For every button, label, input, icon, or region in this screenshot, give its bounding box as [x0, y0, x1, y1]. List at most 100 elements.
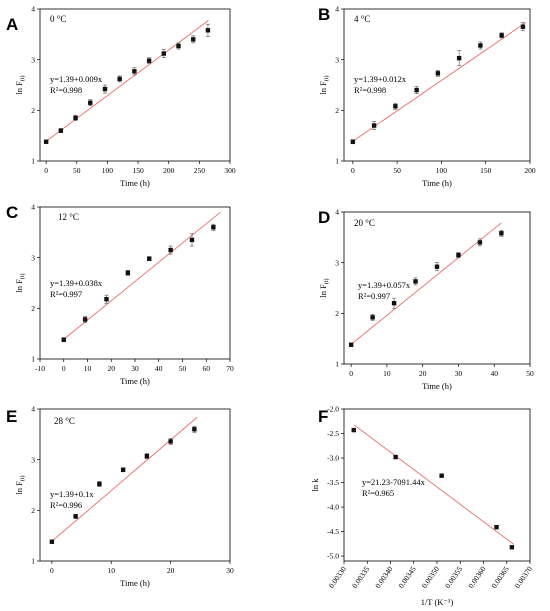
data-point [120, 467, 126, 472]
x-tick-label: 0.00370 [513, 565, 534, 590]
x-tick-label: 150 [480, 166, 492, 175]
fit-line [63, 211, 221, 340]
x-tick-label: 250 [194, 166, 206, 175]
y-axis-label-sub: (t) [19, 75, 26, 81]
data-point [391, 301, 397, 306]
x-tick-label: 50 [393, 166, 401, 175]
x-axis-label: Time (h) [120, 578, 150, 588]
data-point [82, 317, 88, 322]
x-tick-label: 0 [349, 369, 353, 378]
data-point [509, 545, 515, 550]
x-tick-label: -10 [35, 364, 45, 373]
x-tick-label: 100 [102, 166, 114, 175]
fit-r2: R²=0.998 [50, 85, 82, 95]
x-tick-label: 0.00335 [350, 565, 371, 590]
data-point [144, 453, 150, 459]
y-tick-label: -3.5 [327, 478, 339, 487]
y-tick-label: 2 [31, 106, 35, 115]
fit-line [352, 22, 526, 142]
fit-line [51, 416, 198, 542]
y-tick-label: -5.0 [327, 552, 339, 561]
x-tick-label: 40 [490, 369, 498, 378]
x-axis-label: 1/T (K⁻¹) [421, 597, 454, 607]
x-tick-label: 70 [226, 364, 234, 373]
data-point [351, 427, 356, 433]
data-point [211, 225, 216, 230]
x-axis-label: Time (h) [120, 178, 150, 188]
fit-line [353, 424, 514, 545]
x-tick-label: 30 [226, 566, 234, 575]
x-tick-label: 50 [179, 364, 187, 373]
y-axis-label-main: ln F [14, 81, 24, 95]
x-tick-label: 0.00330 [327, 565, 348, 590]
temperature-label: 4 °C [354, 14, 370, 24]
y-axis-label: ln k [310, 478, 320, 492]
data-point [350, 139, 356, 144]
data-point [192, 427, 197, 432]
data-point [97, 481, 102, 487]
fit-equation: y=1.39+0.057x [358, 280, 411, 290]
panel-letter: C [6, 203, 18, 222]
data-point [168, 439, 173, 444]
plot-frame [343, 8, 531, 162]
y-axis-label-main: ln F [14, 481, 24, 495]
data-point [435, 71, 441, 76]
x-tick-label: 300 [224, 166, 236, 175]
x-tick-label: 0 [44, 166, 48, 175]
plot-frame [39, 408, 231, 562]
x-tick-label: 0 [50, 566, 54, 575]
data-point [477, 240, 483, 245]
fit-r2: R²=0.965 [362, 488, 394, 498]
panel-a: A 0 50 100 150 200 250 300 1 2 3 4 ln F(t) Time (h) 0 … [6, 5, 236, 188]
fit-equation: y=1.39+0.012x [354, 74, 407, 84]
data-point [161, 51, 167, 56]
y-tick-label: 4 [335, 5, 339, 14]
y-tick-label: 3 [31, 55, 35, 64]
data-point [494, 524, 499, 530]
data-point [117, 76, 122, 82]
data-point [191, 37, 196, 42]
y-axis-label-sub: (t) [19, 273, 26, 279]
x-tick-label: 30 [131, 364, 139, 373]
data-point [348, 342, 354, 347]
y-tick-label: -2.5 [327, 429, 339, 438]
y-axis-label-main: ln F [318, 81, 328, 95]
x-tick-label: 0 [62, 364, 66, 373]
y-tick-label: 3 [31, 455, 35, 464]
panel-b: B 0 50 100 150 200 1 2 3 4 ln F(t) Time (h) 4 °C y=1.… [318, 5, 536, 188]
y-tick-label: 1 [335, 360, 339, 369]
x-tick-label: 10 [108, 566, 116, 575]
y-axis-label-sub: (t) [323, 278, 330, 284]
y-tick-label: 2 [31, 506, 35, 515]
data-point [73, 514, 78, 519]
x-tick-label: 50 [73, 166, 81, 175]
x-tick-label: 0.00345 [396, 565, 417, 590]
x-tick-label: 0 [351, 166, 355, 175]
data-point [499, 231, 504, 236]
data-point [413, 279, 418, 284]
data-point [499, 33, 504, 38]
data-point [434, 264, 440, 269]
data-point [102, 86, 108, 92]
temperature-label: 20 °C [354, 218, 375, 228]
fit-r2: R²=0.998 [354, 85, 386, 95]
fit-line [350, 222, 502, 345]
data-point [147, 256, 152, 261]
x-axis-label: Time (h) [422, 381, 452, 391]
y-axis-label: ln F(t) [14, 75, 26, 94]
temperature-label: 28 °C [54, 416, 75, 426]
panel-d: D 0 10 20 30 40 50 1 2 3 4 ln F(t) Time (h) 20 °C y=1.… [318, 208, 534, 391]
plot-frame [39, 8, 231, 162]
x-tick-label: 100 [436, 166, 448, 175]
data-point [58, 128, 64, 133]
data-point [439, 473, 444, 478]
fit-equation: y=21.23-7091.44x [362, 477, 426, 487]
x-tick-label: 150 [132, 166, 144, 175]
temperature-label: 0 °C [50, 14, 66, 24]
data-point [414, 87, 419, 93]
plot-frame [343, 211, 531, 365]
data-point [104, 297, 109, 302]
fit-r2: R²=0.997 [50, 289, 82, 299]
data-point [43, 139, 49, 144]
x-tick-label: 200 [524, 166, 536, 175]
